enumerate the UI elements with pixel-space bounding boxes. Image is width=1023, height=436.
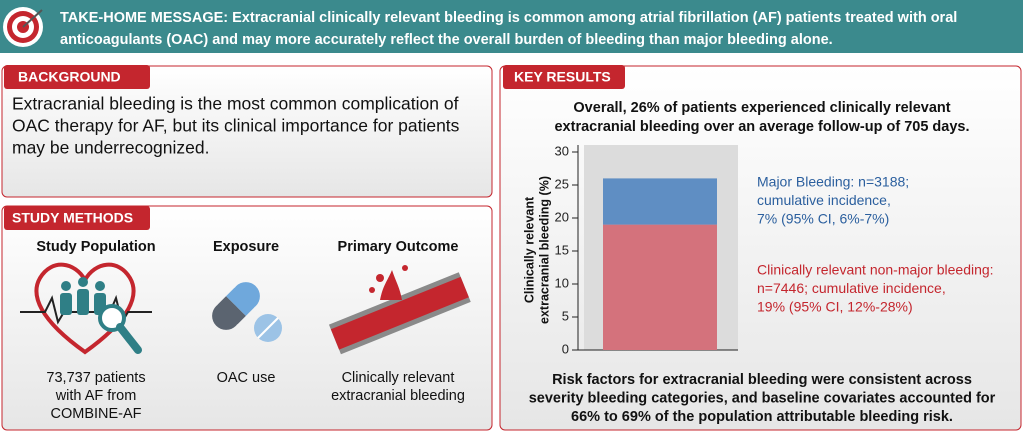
annotation: n=7446; cumulative incidence, xyxy=(757,280,946,296)
section-title: KEY RESULTS xyxy=(514,69,611,85)
y-tick-label: 5 xyxy=(562,308,569,323)
bar-segment xyxy=(603,178,717,225)
population-icon xyxy=(20,262,152,355)
annotation: 7% (95% CI, 6%-7%) xyxy=(757,211,889,227)
conclusion-text: 66% to 69% of the population attributabl… xyxy=(571,409,953,425)
y-tick-label: 20 xyxy=(555,209,569,224)
body-text: Extracranial bleeding is the most common… xyxy=(12,94,459,114)
tab xyxy=(503,65,625,89)
y-tick-label: 15 xyxy=(555,242,569,257)
pill-icon xyxy=(212,282,282,342)
column-text: COMBINE-AF xyxy=(50,406,141,422)
annotation: Clinically relevant non-major bleeding: xyxy=(757,262,994,278)
column-text: 73,737 patients xyxy=(46,370,145,386)
tab xyxy=(4,65,150,89)
column-text: Clinically relevant xyxy=(342,370,455,386)
background-panel xyxy=(1,65,493,198)
body-text: OAC therapy for AF, but its clinical imp… xyxy=(12,116,460,136)
y-tick-label: 30 xyxy=(555,143,569,158)
column-heading: Exposure xyxy=(213,239,279,255)
annotation: Major Bleeding: n=3188; xyxy=(757,174,909,190)
column-text: OAC use xyxy=(217,370,276,386)
summary-text: extracranial bleeding over an average fo… xyxy=(554,119,969,135)
section-title: BACKGROUND xyxy=(18,69,121,85)
y-axis-label: Clinically relevant xyxy=(522,196,536,303)
y-tick-label: 0 xyxy=(562,341,569,356)
header-text: TAKE-HOME MESSAGE: Extracranial clinical… xyxy=(60,10,957,26)
bar-segment xyxy=(603,224,717,350)
column-text: with AF from xyxy=(55,388,137,404)
conclusion-text: severity bleeding categories, and baseli… xyxy=(529,390,996,406)
y-tick-label: 10 xyxy=(555,275,569,290)
body-text: may be underrecognized. xyxy=(12,138,209,158)
annotation: cumulative incidence, xyxy=(757,192,891,208)
y-axis-label: extracranial bleeding (%) xyxy=(537,176,551,324)
column-heading: Study Population xyxy=(36,239,155,255)
section-title: STUDY METHODS xyxy=(12,210,133,226)
column-text: extracranial bleeding xyxy=(331,388,465,404)
tab xyxy=(4,206,150,230)
column-heading: Primary Outcome xyxy=(338,239,459,255)
annotation: 19% (95% CI, 12%-28%) xyxy=(757,299,913,315)
y-tick-label: 25 xyxy=(555,176,569,191)
summary-text: Overall, 26% of patients experienced cli… xyxy=(573,100,950,116)
vessel-icon xyxy=(328,265,471,355)
target-icon xyxy=(3,7,43,47)
methods-panel xyxy=(1,205,493,431)
header-text: anticoagulants (OAC) and may more accura… xyxy=(60,32,833,48)
header-bar xyxy=(0,0,1023,53)
conclusion-text: Risk factors for extracranial bleeding w… xyxy=(552,372,972,388)
